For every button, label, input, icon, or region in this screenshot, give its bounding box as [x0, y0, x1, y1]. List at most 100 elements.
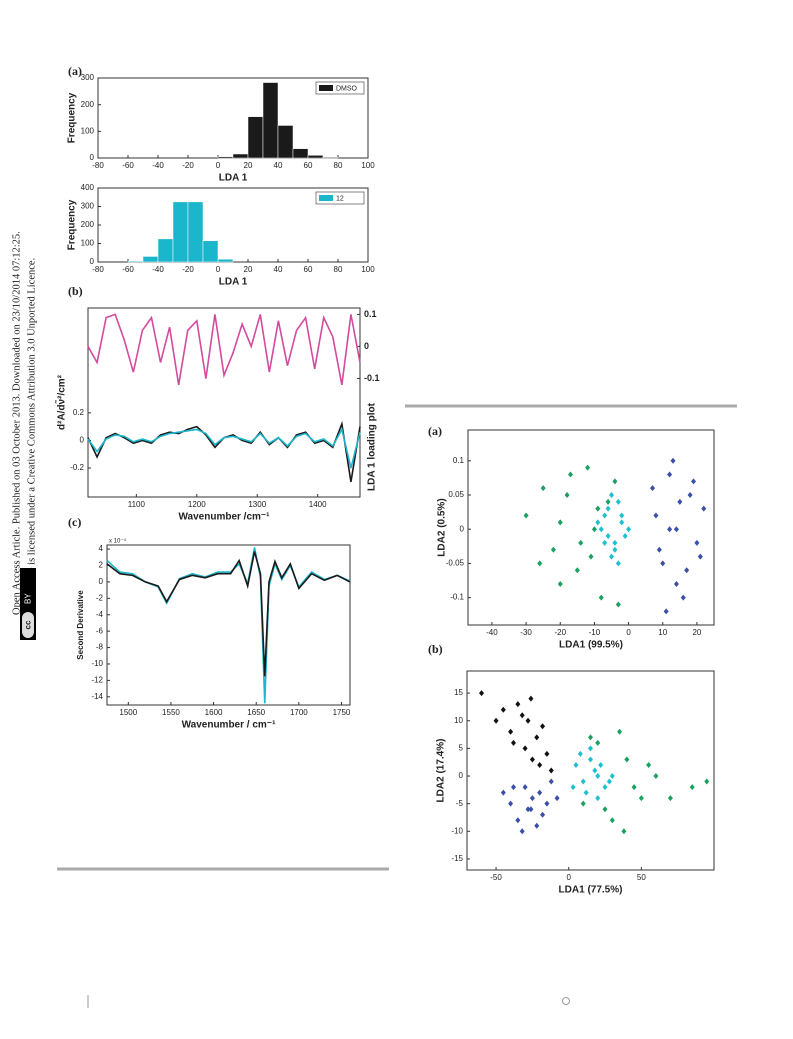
point: [595, 505, 601, 512]
point: [557, 519, 563, 526]
x-tick-label: 20: [692, 628, 701, 637]
point: [534, 822, 540, 829]
point: [537, 789, 543, 796]
point: [624, 756, 630, 763]
series-line: [106, 547, 351, 704]
bar: [217, 258, 234, 263]
panel-label: (a): [68, 64, 82, 78]
point: [609, 773, 615, 780]
point: [660, 560, 666, 567]
cc-badge: cc BY: [20, 568, 36, 640]
point: [510, 739, 516, 746]
point: [598, 594, 604, 601]
x-tick-label: 0: [216, 265, 221, 274]
point: [554, 795, 560, 802]
point: [528, 806, 534, 813]
y-tick-label: -10: [91, 659, 103, 668]
y-axis-label: LDA2 (0.5%): [437, 498, 448, 556]
point: [667, 471, 673, 478]
x-tick-label: 1100: [128, 500, 146, 509]
point: [680, 594, 686, 601]
point: [697, 553, 703, 560]
point: [595, 773, 601, 780]
x-tick-label: 1750: [333, 708, 351, 717]
point: [544, 750, 550, 757]
series-line: [87, 420, 361, 482]
y-tick-label: -0.05: [446, 559, 465, 568]
panel-label: (c): [68, 515, 81, 529]
point: [677, 498, 683, 505]
point: [615, 498, 621, 505]
point: [529, 756, 535, 763]
point: [588, 553, 594, 560]
x-tick-label: 0: [216, 161, 221, 170]
point: [544, 800, 550, 807]
point: [650, 485, 655, 492]
y-axis-label: Frequency: [67, 199, 78, 250]
x-axis-label: LDA1 (99.5%): [559, 640, 623, 651]
bar: [322, 156, 339, 159]
point: [568, 471, 573, 478]
point: [519, 712, 525, 719]
x-tick-label: 1400: [309, 500, 327, 509]
point: [550, 546, 556, 553]
x-tick-label: -80: [92, 161, 104, 170]
x-axis-label: LDA1 (77.5%): [559, 885, 623, 896]
point: [704, 778, 710, 785]
point: [580, 800, 586, 807]
bar: [307, 155, 324, 159]
point: [673, 526, 679, 533]
point: [595, 739, 601, 746]
x-axis-label: Wavenumber / cm⁻¹: [182, 720, 276, 731]
point: [605, 505, 611, 512]
point: [574, 567, 580, 574]
point: [684, 567, 690, 574]
point: [619, 512, 625, 519]
y-tick-label: 10: [454, 716, 463, 725]
x-tick-label: 20: [244, 161, 253, 170]
x-tick-label: 100: [361, 161, 375, 170]
y-tick-label: 0: [459, 771, 464, 780]
point: [619, 519, 625, 526]
point: [577, 750, 583, 757]
y2-tick-label: 0: [364, 341, 369, 351]
bar: [292, 148, 309, 159]
x-tick-label: 1550: [162, 708, 180, 717]
bar: [142, 256, 159, 263]
x-axis-label: Wavenumber /cm⁻¹: [178, 512, 270, 523]
x-tick-label: -40: [486, 628, 498, 637]
legend-label: DMSO: [336, 85, 358, 92]
y-axis-label: d²A/dν̃²/cm²: [55, 374, 68, 430]
y-tick-label: 0: [460, 524, 465, 533]
panel-label: (b): [68, 284, 83, 298]
point: [557, 580, 563, 587]
y-tick-label: 4: [99, 544, 104, 553]
bar: [247, 116, 264, 159]
point: [479, 690, 485, 697]
y-tick-label: 0: [99, 577, 104, 586]
y-tick-label: -2: [96, 593, 104, 602]
y-tick-label: -6: [96, 626, 104, 635]
badge-text: BY: [24, 593, 33, 604]
x-tick-label: 60: [304, 265, 313, 274]
y-tick-label: -4: [96, 610, 104, 619]
y-tick-label: -10: [451, 826, 463, 835]
point: [689, 784, 695, 791]
x-tick-label: 100: [361, 265, 375, 274]
point: [573, 761, 579, 768]
point: [609, 817, 615, 824]
y-tick-label: 5: [459, 743, 464, 752]
y-tick-label: -8: [96, 643, 104, 652]
point: [523, 512, 529, 519]
point: [638, 795, 644, 802]
y-tick-label: -0.1: [450, 593, 464, 602]
point: [609, 492, 614, 498]
plot-frame: [466, 670, 715, 871]
badge-text: cc: [24, 620, 33, 629]
point: [667, 795, 673, 802]
bar: [262, 82, 279, 159]
point: [508, 728, 514, 735]
point: [564, 492, 570, 498]
point: [588, 756, 593, 763]
y-tick-label: 0.05: [448, 490, 464, 499]
